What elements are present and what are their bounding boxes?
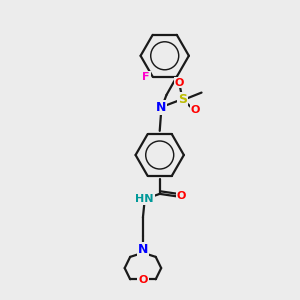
Text: O: O [138, 275, 148, 285]
Text: O: O [175, 78, 184, 88]
Text: N: N [138, 243, 148, 256]
Text: F: F [142, 72, 150, 82]
Text: S: S [178, 93, 187, 106]
Text: O: O [176, 191, 186, 201]
Text: HN: HN [135, 194, 154, 204]
Text: O: O [191, 105, 200, 115]
Text: N: N [156, 101, 166, 114]
